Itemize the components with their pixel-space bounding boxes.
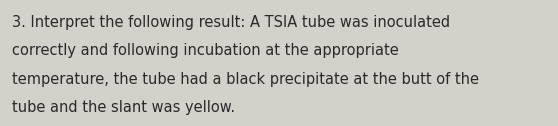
- Text: 3. Interpret the following result: A TSIA tube was inoculated: 3. Interpret the following result: A TSI…: [12, 15, 450, 30]
- Text: temperature, the tube had a black precipitate at the butt of the: temperature, the tube had a black precip…: [12, 72, 479, 87]
- Text: tube and the slant was yellow.: tube and the slant was yellow.: [12, 100, 235, 115]
- Text: correctly and following incubation at the appropriate: correctly and following incubation at th…: [12, 43, 399, 58]
